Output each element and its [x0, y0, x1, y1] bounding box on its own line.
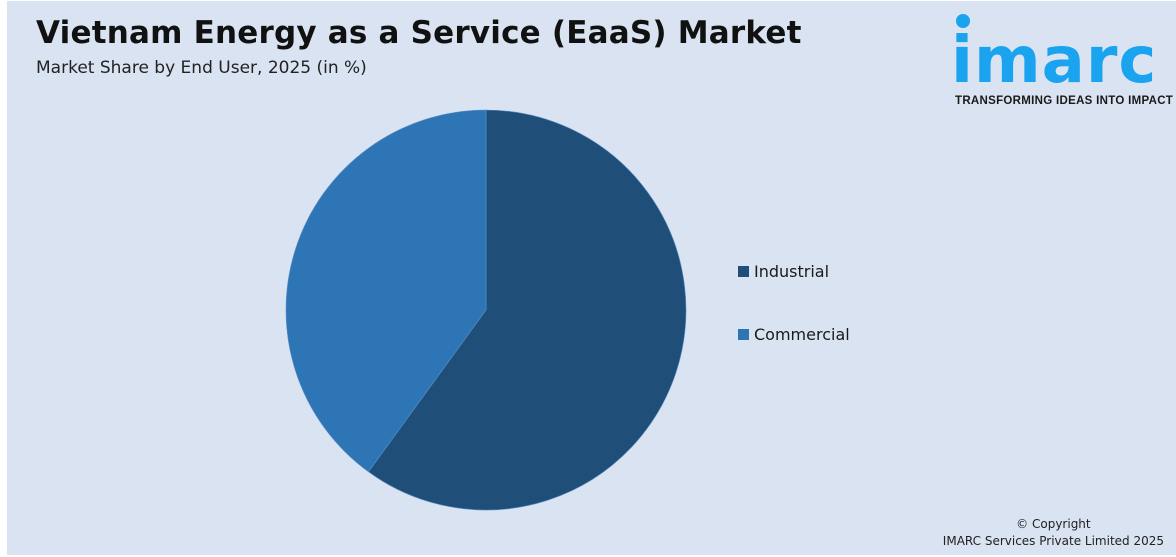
chart-title: Vietnam Energy as a Service (EaaS) Marke…: [36, 15, 802, 51]
legend-swatch-commercial: [738, 329, 749, 340]
legend-label-commercial: Commercial: [754, 325, 850, 344]
legend-item-industrial: Industrial: [738, 262, 829, 281]
logo-tagline: TRANSFORMING IDEAS INTO IMPACT: [955, 95, 1174, 107]
legend-swatch-industrial: [738, 266, 749, 277]
copyright-notice: © Copyright IMARC Services Private Limit…: [943, 516, 1164, 550]
logo-wordmark: imarc: [951, 24, 1158, 98]
imarc-logo: imarc TRANSFORMING IDEAS INTO IMPACT: [947, 11, 1176, 111]
pie-chart: [285, 109, 687, 511]
copyright-line-2: IMARC Services Private Limited 2025: [942, 534, 1164, 548]
legend-item-commercial: Commercial: [738, 325, 850, 344]
pie-slice-industrial: [368, 109, 687, 511]
chart-subtitle: Market Share by End User, 2025 (in %): [36, 58, 367, 78]
logo-dot-icon: [956, 14, 970, 28]
legend-label-industrial: Industrial: [754, 262, 830, 281]
copyright-line-1: © Copyright: [1016, 517, 1091, 531]
pie-slice-commercial: [285, 109, 487, 473]
